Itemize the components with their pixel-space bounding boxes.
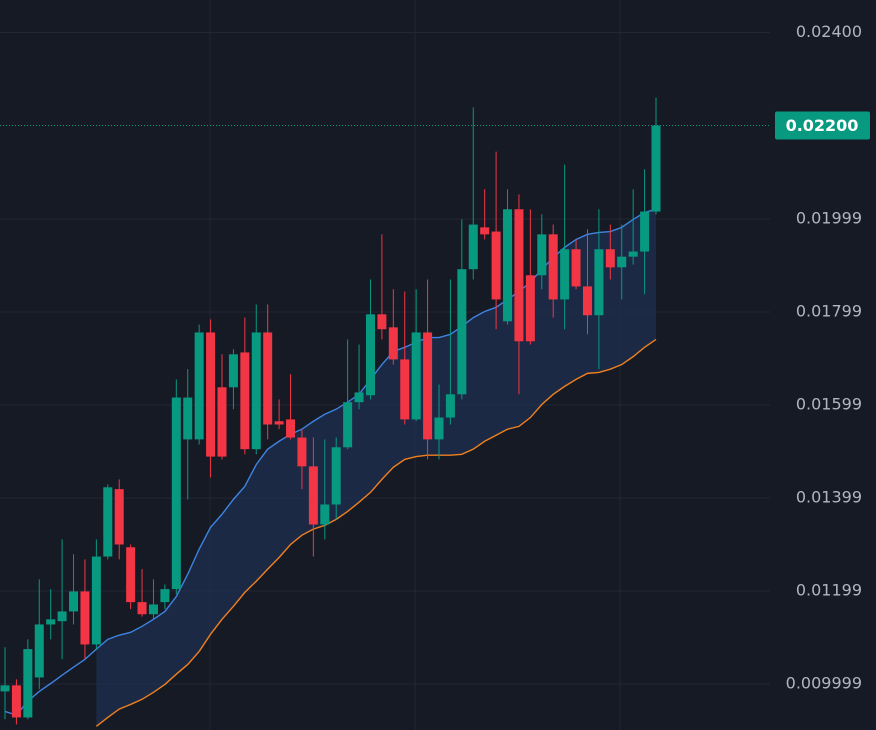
moving-average-line bbox=[95, 338, 657, 727]
candle-body bbox=[160, 589, 170, 603]
candle-body bbox=[23, 649, 33, 718]
candle-body bbox=[206, 332, 216, 457]
candle-body bbox=[651, 125, 661, 212]
candle-body bbox=[148, 604, 158, 615]
candle-body bbox=[274, 421, 284, 425]
candle-body bbox=[388, 327, 398, 360]
candle-body bbox=[137, 602, 147, 615]
candle-body bbox=[11, 685, 21, 718]
y-tick-label: 0.01199 bbox=[796, 580, 862, 599]
candle-body bbox=[525, 275, 535, 342]
candle-body bbox=[57, 611, 67, 622]
candle-body bbox=[582, 286, 592, 316]
candle-body bbox=[571, 249, 581, 287]
candle-body bbox=[114, 489, 124, 545]
candle-body bbox=[343, 402, 353, 448]
candle-body bbox=[468, 224, 478, 270]
candle-body bbox=[594, 249, 604, 316]
candle-body bbox=[126, 547, 136, 603]
candle-body bbox=[354, 392, 364, 403]
candle-body bbox=[411, 332, 421, 420]
candle-body bbox=[537, 234, 547, 276]
candle-body bbox=[434, 417, 444, 440]
y-tick-label: 0.01999 bbox=[796, 209, 862, 228]
candle-body bbox=[103, 487, 113, 557]
candle-body bbox=[46, 619, 56, 625]
candle-body bbox=[297, 437, 307, 467]
candle-body bbox=[320, 504, 330, 525]
y-tick-label: 0.01599 bbox=[796, 394, 862, 413]
candle-body bbox=[171, 397, 181, 590]
candle-body bbox=[548, 234, 558, 300]
candle-body bbox=[228, 354, 238, 388]
candle-body bbox=[640, 211, 650, 252]
last-price-label: 0.02200 bbox=[786, 116, 859, 135]
candle-body bbox=[331, 447, 341, 505]
candle-body bbox=[514, 209, 524, 342]
candle-body bbox=[445, 394, 455, 418]
candle-body bbox=[457, 269, 467, 395]
y-tick-label: 0.02400 bbox=[796, 22, 862, 41]
candle-body bbox=[605, 249, 615, 268]
candle-body bbox=[286, 419, 296, 438]
candle-body bbox=[503, 209, 513, 322]
candle-body bbox=[194, 332, 204, 440]
candle-body bbox=[617, 256, 627, 268]
y-tick-label: 0.01799 bbox=[796, 301, 862, 320]
candle-body bbox=[0, 685, 10, 692]
candle-body bbox=[628, 251, 638, 257]
y-tick-label: 0.009999 bbox=[786, 673, 862, 692]
candle-body bbox=[183, 397, 193, 440]
candle-body bbox=[251, 332, 261, 450]
y-tick-label: 0.01399 bbox=[796, 487, 862, 506]
candle-body bbox=[217, 387, 227, 457]
candle-body bbox=[69, 591, 79, 612]
candle-body bbox=[240, 352, 250, 450]
candle-body bbox=[480, 227, 490, 235]
candle-body bbox=[377, 314, 387, 330]
candle-body bbox=[80, 591, 90, 645]
candle-body bbox=[91, 556, 101, 645]
candle-body bbox=[263, 332, 273, 425]
candle-body bbox=[365, 314, 375, 396]
candle-body bbox=[308, 466, 318, 525]
moving-average-line bbox=[4, 208, 657, 716]
last-price-box bbox=[775, 111, 870, 140]
candle-body bbox=[491, 231, 501, 300]
candle-body bbox=[423, 332, 433, 440]
candle-body bbox=[400, 359, 410, 420]
candle-body bbox=[34, 624, 44, 678]
candle-body bbox=[560, 249, 570, 300]
